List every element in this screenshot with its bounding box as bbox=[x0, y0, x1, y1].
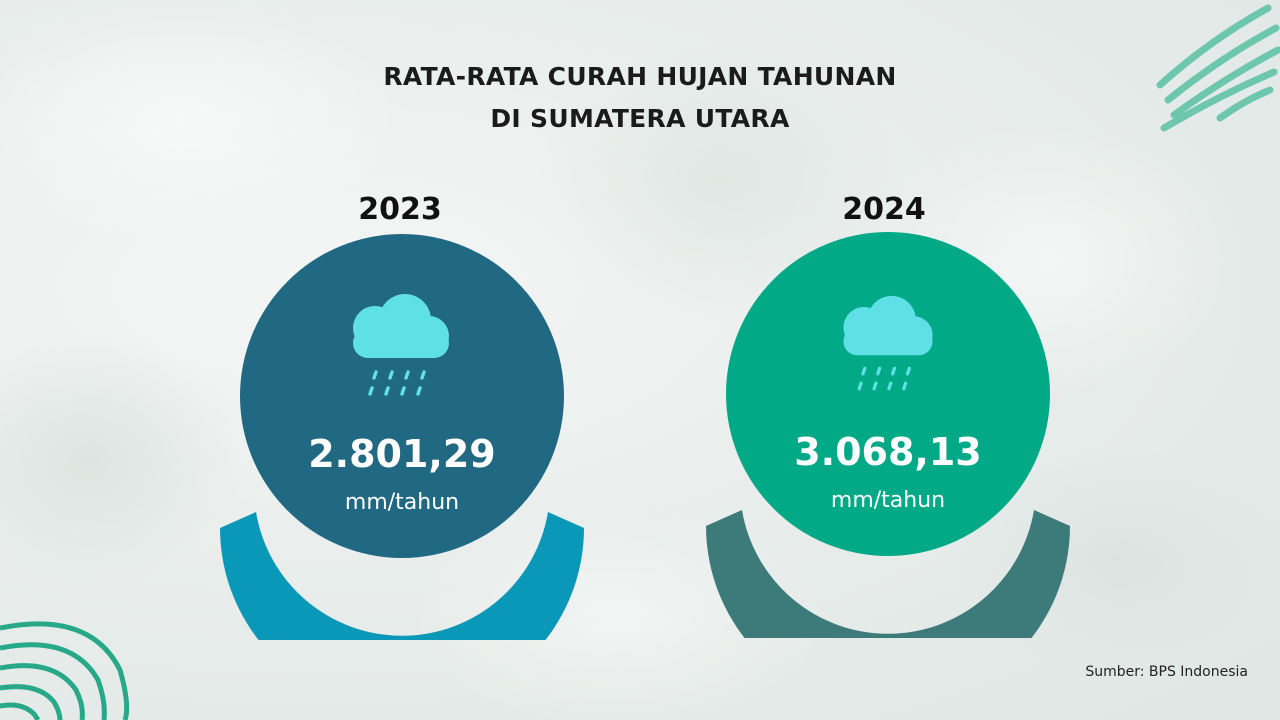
rainfall-circle-2023: 2.801,29 mm/tahun bbox=[240, 234, 564, 558]
decorative-stripes bbox=[1156, 4, 1280, 132]
rainfall-unit-2023: mm/tahun bbox=[344, 490, 460, 515]
title-line-1: RATA-RATA CURAH HUJAN TAHUNAN bbox=[383, 62, 897, 91]
arc-2024 bbox=[706, 510, 1070, 638]
arc-2023 bbox=[220, 512, 584, 640]
title-line-2: DI SUMATERA UTARA bbox=[490, 104, 790, 133]
page-title: RATA-RATA CURAH HUJAN TAHUNAN DI SUMATER… bbox=[0, 56, 1280, 140]
decorative-rings bbox=[0, 621, 130, 720]
rainfall-value-2024: 3.068,13 bbox=[794, 430, 982, 474]
year-label-2024: 2024 bbox=[842, 192, 926, 227]
rain-cloud-icon bbox=[353, 294, 449, 396]
rainfall-circle-2024: 3.068,13 mm/tahun bbox=[726, 232, 1050, 556]
source-caption: Sumber: BPS Indonesia bbox=[1085, 664, 1248, 680]
rainfall-unit-2024: mm/tahun bbox=[830, 488, 946, 513]
rainfall-value-2023: 2.801,29 bbox=[308, 432, 496, 476]
rain-cloud-icon bbox=[843, 295, 933, 391]
year-label-2023: 2023 bbox=[358, 192, 442, 227]
